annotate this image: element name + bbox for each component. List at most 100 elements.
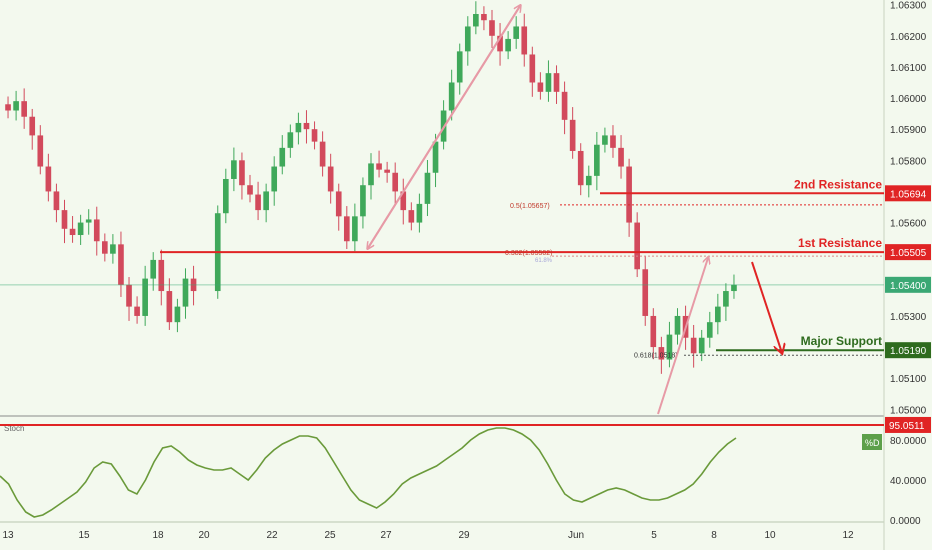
candle-body — [706, 322, 713, 338]
candle — [263, 183, 269, 223]
candle — [255, 181, 261, 221]
price-axis[interactable]: 1.06300 1.06200 1.06100 1.06000 1.05900 1.058… — [885, 1, 931, 417]
candle — [658, 336, 665, 374]
candle — [368, 153, 374, 200]
stoch-indicator-label: Stoch — [4, 424, 24, 433]
candle — [29, 108, 36, 150]
candle — [110, 234, 116, 264]
candle-body — [384, 169, 390, 173]
candle-body — [150, 259, 157, 279]
candle-body — [166, 291, 173, 323]
stoch-d-line — [0, 427, 737, 518]
time-tick-label: 12 — [842, 530, 854, 541]
time-tick-label: 29 — [458, 530, 470, 541]
candle-body — [537, 82, 544, 92]
candle-body — [45, 166, 52, 192]
candle — [481, 6, 487, 31]
candle-body — [448, 82, 455, 111]
candle-body — [352, 216, 358, 242]
candle — [343, 206, 350, 250]
candle — [352, 203, 358, 252]
candle — [553, 65, 560, 104]
candle-body — [255, 194, 261, 211]
time-axis[interactable]: 13 15 18 20 22 25 27 29 Jun 5 8 10 12 — [2, 530, 854, 541]
candle-body — [271, 166, 278, 192]
candle-body — [715, 306, 721, 323]
candle-body — [400, 191, 407, 211]
second-resistance-label: 2nd Resistance — [794, 177, 882, 191]
candle-body — [497, 35, 503, 52]
candle — [287, 124, 294, 158]
candle-body — [263, 191, 269, 211]
candle — [142, 265, 148, 326]
candle-body — [489, 20, 495, 36]
last-price-tag — [885, 276, 931, 293]
candle — [61, 199, 68, 244]
candle-body — [343, 216, 350, 242]
candle — [626, 158, 632, 237]
candle-body — [118, 244, 124, 285]
candle-body — [360, 185, 366, 217]
candle — [698, 329, 705, 362]
candle — [424, 159, 431, 217]
candle — [166, 278, 173, 330]
candle-body — [666, 334, 673, 360]
stoch-d-legend-tag — [862, 434, 882, 450]
first-resistance-price-tag — [885, 244, 931, 261]
candle — [126, 277, 132, 321]
time-tick-label: Jun — [568, 530, 584, 541]
candle-body — [61, 210, 68, 229]
candle-body — [102, 241, 108, 254]
candle — [731, 274, 737, 299]
candle-body — [279, 147, 286, 167]
candle-body — [626, 166, 632, 223]
candle-body — [37, 135, 44, 167]
candle-body — [723, 291, 729, 307]
candle — [134, 296, 140, 324]
candle-body — [5, 104, 11, 111]
candle — [618, 135, 624, 179]
time-tick-label: 5 — [651, 530, 657, 541]
candle — [610, 125, 616, 158]
stoch-tick-label: 40.0000 — [890, 476, 927, 487]
time-tick-label: 18 — [152, 530, 164, 541]
candle-body — [327, 166, 334, 192]
candle-body — [569, 119, 576, 151]
candle-body — [85, 219, 92, 223]
candle-body — [634, 222, 640, 270]
candle — [577, 143, 584, 196]
second-resistance-price-tag-text: 1.05694 — [890, 189, 927, 200]
candle — [456, 43, 463, 95]
candle — [271, 156, 278, 206]
candle — [650, 308, 657, 360]
candle-body — [287, 132, 294, 148]
candle-body — [618, 147, 624, 167]
recovery-arrow — [657, 258, 708, 415]
candle — [723, 283, 729, 321]
candle-body — [553, 73, 560, 92]
candle-body — [311, 129, 318, 142]
trend-drawings — [367, 6, 782, 415]
candle — [690, 324, 697, 368]
candle-body — [432, 141, 439, 173]
candle — [408, 202, 415, 231]
candle-body — [594, 144, 600, 176]
candle-body — [231, 160, 237, 179]
time-tick-label: 13 — [2, 530, 14, 541]
price-tick-label: 1.05300 — [890, 312, 927, 323]
candle-body — [674, 315, 681, 335]
price-tick-label: 1.05900 — [890, 125, 927, 136]
candle — [537, 72, 544, 100]
candle — [13, 90, 19, 121]
candle-body — [126, 284, 132, 307]
candle-body — [473, 14, 479, 27]
candle — [666, 321, 673, 368]
candle — [174, 298, 181, 333]
impulse-up-arrow — [367, 6, 520, 249]
candle — [158, 249, 165, 306]
candle — [279, 135, 286, 175]
candle — [102, 233, 108, 262]
candle-body — [577, 150, 584, 186]
candle-body — [303, 122, 310, 130]
